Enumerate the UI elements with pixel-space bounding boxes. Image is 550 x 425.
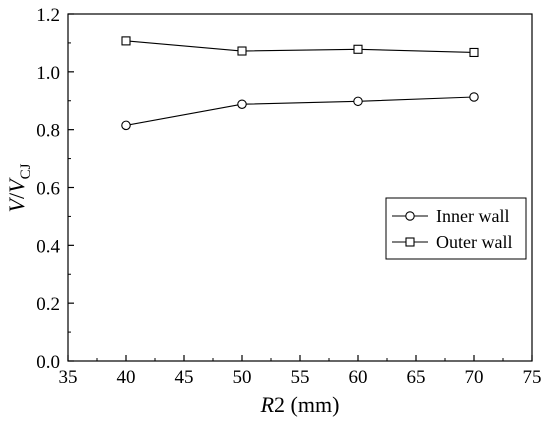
x-tick-label: 70 bbox=[465, 367, 484, 388]
y-axis-title: V/VCJ bbox=[4, 163, 34, 212]
x-axis-title-var: R bbox=[260, 392, 275, 417]
x-tick-label: 55 bbox=[291, 367, 310, 388]
legend-label: Outer wall bbox=[436, 232, 512, 252]
y-tick-label: 0.2 bbox=[36, 294, 60, 315]
x-tick-label: 35 bbox=[59, 367, 78, 388]
series-layer bbox=[121, 36, 479, 131]
y-tick-label: 0.6 bbox=[36, 179, 60, 200]
series-line-0 bbox=[125, 96, 475, 126]
y-tick-label: 1.0 bbox=[36, 63, 60, 84]
y-axis-title-v1: V bbox=[4, 196, 29, 212]
x-tick-label: 65 bbox=[407, 367, 426, 388]
series-line-1 bbox=[125, 40, 475, 54]
legend-marker-1 bbox=[405, 237, 415, 247]
data-point-0 bbox=[353, 96, 363, 107]
y-axis-title-slash: / bbox=[4, 192, 29, 199]
data-point-0 bbox=[469, 92, 479, 102]
y-axis-title-subscript: CJ bbox=[18, 163, 34, 179]
y-tick-label: 1.2 bbox=[36, 5, 60, 26]
legend: Inner wall Outer wall bbox=[385, 197, 527, 260]
x-tick-label: 50 bbox=[233, 367, 252, 388]
axes-frame bbox=[67, 13, 533, 362]
data-point-0 bbox=[237, 99, 247, 109]
y-tick-label: 0.8 bbox=[36, 121, 60, 142]
y-tick-label: 0.0 bbox=[36, 352, 60, 373]
x-tick-label: 75 bbox=[523, 367, 542, 388]
data-point-1 bbox=[469, 47, 479, 58]
x-axis-title: R2 (mm) bbox=[260, 392, 340, 417]
x-axis-ticks: 35 40 45 50 55 60 65 70 75 bbox=[59, 355, 542, 388]
y-axis-title-v2: V bbox=[4, 177, 29, 193]
x-tick-label: 60 bbox=[349, 367, 368, 388]
data-point-1 bbox=[237, 46, 247, 56]
legend-items: Inner wall Outer wall bbox=[392, 206, 512, 252]
legend-box bbox=[385, 197, 527, 260]
data-point-0 bbox=[121, 120, 131, 131]
plot-area: 35 40 45 50 55 60 65 70 75 0.0 0.2 0.4 0.6 0.8 1.0 1.2 bbox=[36, 5, 541, 388]
data-point-1 bbox=[121, 36, 131, 46]
legend-marker-0 bbox=[405, 211, 415, 221]
x-axis-title-rest: 2 (mm) bbox=[274, 392, 339, 417]
y-axis-ticks: 0.0 0.2 0.4 0.6 0.8 1.0 1.2 bbox=[36, 5, 74, 373]
data-point-1 bbox=[353, 44, 363, 54]
legend-label: Inner wall bbox=[436, 206, 509, 226]
x-tick-label: 45 bbox=[175, 367, 194, 388]
y-tick-label: 0.4 bbox=[36, 236, 60, 257]
x-tick-label: 40 bbox=[117, 367, 136, 388]
